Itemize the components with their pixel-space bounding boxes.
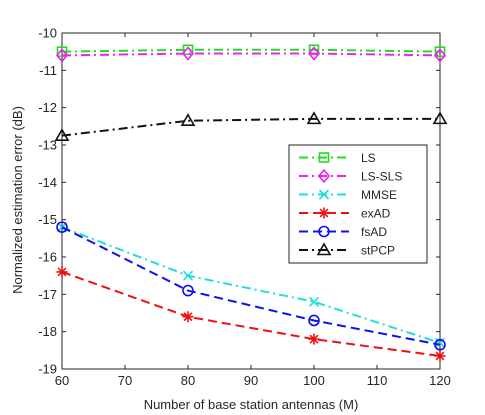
y-axis-label: Normalized estimation error (dB) (10, 106, 25, 294)
data-point-stpcp (180, 113, 196, 127)
x-tick-label: 70 (118, 373, 132, 388)
data-point-stpcp (306, 111, 322, 125)
y-tick-label: -15 (38, 212, 57, 227)
legend-entry-exad: exAD (299, 207, 391, 221)
legend-marker-fsad (318, 225, 330, 238)
series-stpcp (54, 111, 448, 141)
series-line-ls-sls (61, 52, 441, 57)
series-exad (56, 266, 446, 362)
legend-entry-ls-sls: LS-SLS (299, 168, 402, 184)
data-point-mmse (308, 296, 320, 307)
legend-marker-mmse (318, 189, 330, 200)
data-point-exad (182, 311, 194, 323)
x-axis-label: Number of base station antennas (M) (144, 397, 359, 412)
x-tick-label: 110 (367, 373, 388, 388)
y-tick-label: -17 (38, 287, 57, 302)
y-tick-label: -19 (38, 362, 57, 377)
series-line-exad (61, 270, 441, 357)
legend-entry-fsad: fsAD (299, 225, 387, 239)
series-line-fsad (61, 226, 441, 346)
y-tick-label: -13 (38, 138, 57, 153)
data-point-exad (434, 350, 446, 362)
series-line-mmse (61, 226, 441, 344)
legend-label-ls: LS (361, 151, 376, 165)
data-point-ls (182, 44, 194, 56)
data-point-ls (56, 46, 68, 57)
legend: LS LS-SLS MMSE exAD fsAD stPCP (288, 144, 428, 264)
y-tick-label: -14 (38, 175, 57, 190)
data-point-mmse (182, 270, 194, 281)
legend-entry-mmse: MMSE (299, 188, 397, 202)
data-point-stpcp (432, 111, 448, 125)
legend-marker-ls-sls (317, 168, 331, 184)
data-point-fsad (434, 338, 446, 351)
legend-entry-stpcp: stPCP (299, 242, 395, 258)
y-tick-label: -18 (38, 324, 57, 339)
axes: 60 70 80 90 100 110 120 -10 -11 -12 -13 -14 -15 -16 -1… (38, 26, 451, 389)
data-point-ls (434, 46, 446, 57)
data-point-ls-sls (55, 48, 69, 63)
series-fsad (56, 221, 446, 351)
legend-label-exad: exAD (361, 207, 391, 221)
x-tick-label: 90 (244, 373, 258, 388)
legend-marker-stpcp (316, 242, 332, 256)
series-line-stpcp (61, 117, 440, 137)
legend-box (288, 144, 428, 264)
y-tick-label: -12 (38, 100, 57, 115)
data-point-ls-sls (433, 48, 447, 63)
data-point-fsad (182, 284, 194, 297)
x-tick-label: 80 (181, 373, 195, 388)
series-layer (54, 44, 448, 362)
legend-entry-ls: LS (299, 151, 376, 165)
series-line-ls (61, 48, 441, 53)
data-point-fsad (56, 221, 68, 233)
y-tick-label: -16 (38, 250, 57, 265)
series-ls-sls (55, 46, 447, 63)
legend-marker-ls (318, 152, 330, 163)
y-tick-label: -11 (39, 63, 57, 78)
legend-label-mmse: MMSE (361, 188, 397, 202)
data-point-fsad (308, 314, 320, 327)
data-point-ls-sls (307, 46, 321, 61)
legend-marker-exad (318, 207, 330, 219)
legend-label-ls-sls: LS-SLS (361, 170, 402, 184)
data-point-stpcp (54, 128, 70, 141)
data-point-ls-sls (181, 46, 195, 61)
data-point-exad (56, 266, 68, 278)
x-tick-label: 100 (303, 373, 325, 388)
x-tick-label: 60 (55, 373, 69, 388)
series-ls (56, 44, 446, 57)
legend-label-stpcp: stPCP (361, 244, 395, 258)
data-point-exad (308, 333, 320, 345)
legend-label-fsad: fsAD (361, 225, 387, 239)
y-tick-label: -10 (38, 26, 57, 41)
x-tick-label: 120 (429, 373, 451, 388)
